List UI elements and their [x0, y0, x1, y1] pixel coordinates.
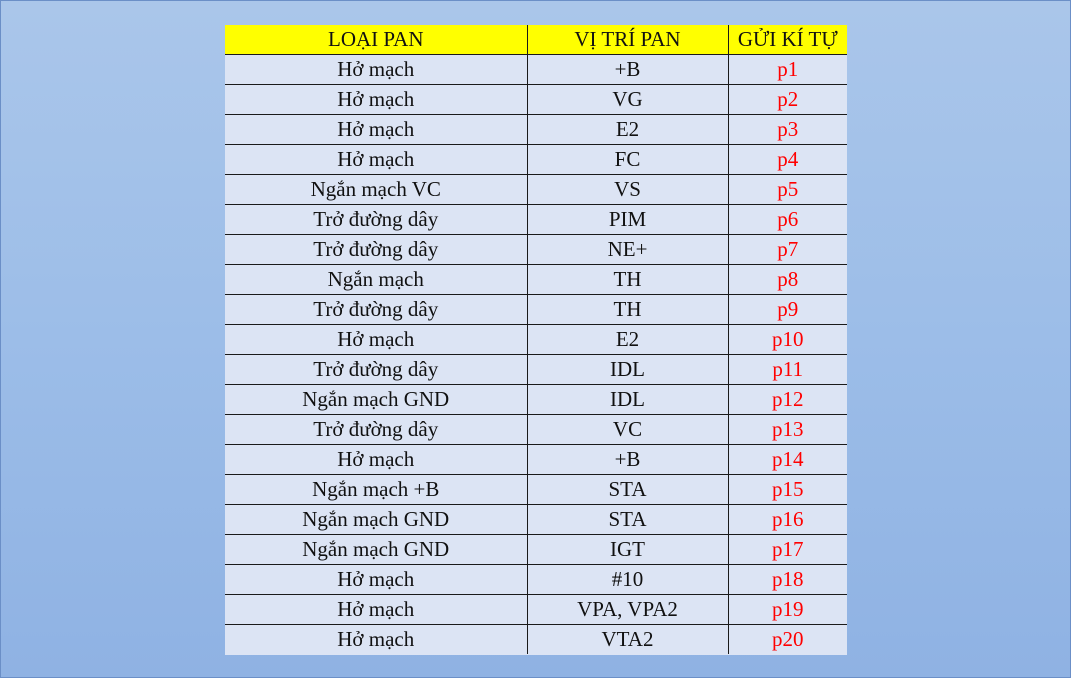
- pan-table-container: LOẠI PAN VỊ TRÍ PAN GỬI KÍ TỰ Hở mạch +B p…: [225, 25, 847, 655]
- cell-vi-tri-pan: FC: [526, 144, 728, 175]
- cell-vi-tri-pan: VS: [526, 174, 728, 205]
- cell-gui-ki-tu: p4: [727, 144, 847, 175]
- cell-loai-pan: Hở mạch: [225, 564, 527, 595]
- cell-gui-ki-tu: p15: [727, 474, 847, 505]
- table-row: Hở mạch VTA2 p20: [225, 624, 847, 654]
- cell-loai-pan: Hở mạch: [225, 144, 527, 175]
- cell-gui-ki-tu: p5: [727, 174, 847, 205]
- table-row: Hở mạch FC p4: [225, 144, 847, 175]
- cell-loai-pan: Ngắn mạch GND: [225, 504, 527, 535]
- table-row: Hở mạch +B p14: [225, 444, 847, 475]
- table-row: Hở mạch VPA, VPA2 p19: [225, 594, 847, 625]
- table-row: Ngắn mạch GND IGT p17: [225, 534, 847, 565]
- cell-vi-tri-pan: TH: [526, 294, 728, 325]
- cell-vi-tri-pan: E2: [526, 114, 728, 145]
- cell-vi-tri-pan: IDL: [526, 354, 728, 385]
- cell-loai-pan: Trở đường dây: [225, 204, 527, 235]
- cell-vi-tri-pan: +B: [526, 444, 728, 475]
- cell-gui-ki-tu: p17: [727, 534, 847, 565]
- cell-vi-tri-pan: IDL: [526, 384, 728, 415]
- cell-loai-pan: Hở mạch: [225, 594, 527, 625]
- cell-loai-pan: Ngắn mạch VC: [225, 174, 527, 205]
- cell-loai-pan: Ngắn mạch GND: [225, 534, 527, 565]
- cell-loai-pan: Hở mạch: [225, 114, 527, 145]
- cell-vi-tri-pan: VC: [526, 414, 728, 445]
- header-vi-tri-pan: VỊ TRÍ PAN: [526, 25, 728, 55]
- table-row: Trở đường dây IDL p11: [225, 354, 847, 385]
- table-row: Trở đường dây PIM p6: [225, 204, 847, 235]
- cell-gui-ki-tu: p12: [727, 384, 847, 415]
- cell-loai-pan: Ngắn mạch GND: [225, 384, 527, 415]
- cell-gui-ki-tu: p1: [727, 54, 847, 85]
- cell-vi-tri-pan: STA: [526, 504, 728, 535]
- table-row: Ngắn mạch +B STA p15: [225, 474, 847, 505]
- cell-loai-pan: Ngắn mạch +B: [225, 474, 527, 505]
- cell-gui-ki-tu: p8: [727, 264, 847, 295]
- table-row: Trở đường dây VC p13: [225, 414, 847, 445]
- cell-loai-pan: Trở đường dây: [225, 414, 527, 445]
- table-row: Hở mạch #10 p18: [225, 564, 847, 595]
- cell-gui-ki-tu: p9: [727, 294, 847, 325]
- cell-vi-tri-pan: E2: [526, 324, 728, 355]
- cell-loai-pan: Hở mạch: [225, 444, 527, 475]
- cell-vi-tri-pan: #10: [526, 564, 728, 595]
- cell-gui-ki-tu: p10: [727, 324, 847, 355]
- table-body: Hở mạch +B p1 Hở mạch VG p2 Hở mạch E2 p3 Hở mạch…: [225, 54, 847, 654]
- cell-vi-tri-pan: +B: [526, 54, 728, 85]
- header-loai-pan: LOẠI PAN: [225, 25, 527, 55]
- table-row: Trở đường dây TH p9: [225, 294, 847, 325]
- cell-vi-tri-pan: VG: [526, 84, 728, 115]
- cell-gui-ki-tu: p11: [727, 354, 847, 385]
- table-row: Ngắn mạch VC VS p5: [225, 174, 847, 205]
- table-header-row: LOẠI PAN VỊ TRÍ PAN GỬI KÍ TỰ: [225, 25, 847, 55]
- cell-loai-pan: Trở đường dây: [225, 234, 527, 265]
- cell-loai-pan: Ngắn mạch: [225, 264, 527, 295]
- cell-vi-tri-pan: VTA2: [526, 624, 728, 654]
- cell-vi-tri-pan: VPA, VPA2: [526, 594, 728, 625]
- cell-loai-pan: Trở đường dây: [225, 354, 527, 385]
- header-gui-ki-tu: GỬI KÍ TỰ: [727, 25, 847, 55]
- cell-vi-tri-pan: PIM: [526, 204, 728, 235]
- table-row: Hở mạch +B p1: [225, 54, 847, 85]
- cell-gui-ki-tu: p16: [727, 504, 847, 535]
- pan-table: LOẠI PAN VỊ TRÍ PAN GỬI KÍ TỰ Hở mạch +B p…: [225, 25, 847, 654]
- cell-loai-pan: Hở mạch: [225, 624, 527, 654]
- cell-vi-tri-pan: STA: [526, 474, 728, 505]
- cell-vi-tri-pan: NE+: [526, 234, 728, 265]
- cell-gui-ki-tu: p7: [727, 234, 847, 265]
- table-row: Hở mạch E2 p10: [225, 324, 847, 355]
- cell-gui-ki-tu: p20: [727, 624, 847, 654]
- cell-gui-ki-tu: p2: [727, 84, 847, 115]
- table-row: Trở đường dây NE+ p7: [225, 234, 847, 265]
- table-row: Hở mạch E2 p3: [225, 114, 847, 145]
- cell-loai-pan: Hở mạch: [225, 324, 527, 355]
- cell-vi-tri-pan: IGT: [526, 534, 728, 565]
- cell-gui-ki-tu: p6: [727, 204, 847, 235]
- cell-gui-ki-tu: p3: [727, 114, 847, 145]
- cell-vi-tri-pan: TH: [526, 264, 728, 295]
- cell-gui-ki-tu: p14: [727, 444, 847, 475]
- table-row: Ngắn mạch GND STA p16: [225, 504, 847, 535]
- table-row: Hở mạch VG p2: [225, 84, 847, 115]
- cell-loai-pan: Trở đường dây: [225, 294, 527, 325]
- table-row: Ngắn mạch TH p8: [225, 264, 847, 295]
- cell-loai-pan: Hở mạch: [225, 84, 527, 115]
- cell-gui-ki-tu: p13: [727, 414, 847, 445]
- cell-gui-ki-tu: p18: [727, 564, 847, 595]
- cell-loai-pan: Hở mạch: [225, 54, 527, 85]
- table-row: Ngắn mạch GND IDL p12: [225, 384, 847, 415]
- cell-gui-ki-tu: p19: [727, 594, 847, 625]
